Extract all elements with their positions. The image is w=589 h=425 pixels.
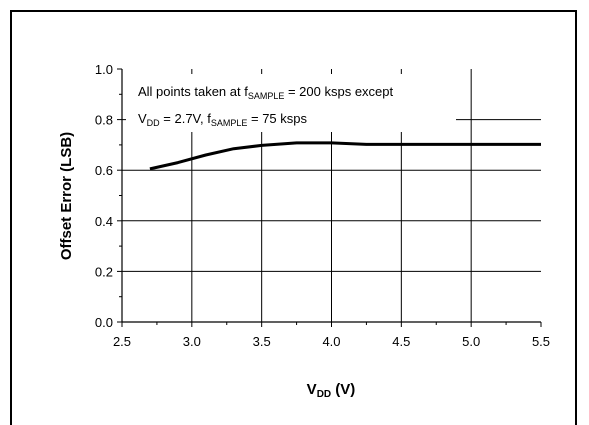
axes (117, 68, 542, 327)
series (149, 141, 541, 171)
x-tick-label: 3.0 (183, 334, 201, 349)
series-line (149, 141, 541, 171)
x-axis-title: VDD (V) (307, 381, 356, 400)
annotation-line-1: All points taken at fSAMPLE = 200 ksps e… (138, 84, 394, 101)
x-tick-label: 3.5 (253, 334, 271, 349)
y-tick-label: 0.8 (95, 113, 113, 128)
tick-labels: 2.5 3.0 3.5 4.0 4.5 5.0 5.5 0.0 0.2 0.4 0.6 0.8 1.0 (95, 62, 550, 349)
y-axis-title: Offset Error (LSB) (58, 132, 75, 260)
annotation-background (126, 74, 456, 132)
y-tick-label: 0.0 (95, 315, 113, 330)
y-tick-label: 1.0 (95, 62, 113, 77)
x-tick-label: 5.0 (462, 334, 480, 349)
annotation-box: All points taken at fSAMPLE = 200 ksps e… (126, 74, 456, 132)
x-tick-label: 4.5 (392, 334, 410, 349)
x-tick-label: 5.5 (532, 334, 550, 349)
y-tick-label: 0.4 (95, 214, 113, 229)
chart-frame (10, 10, 577, 425)
y-tick-label: 0.2 (95, 264, 113, 279)
x-tick-label: 4.0 (322, 334, 340, 349)
y-tick-label: 0.6 (95, 163, 113, 178)
x-tick-label: 2.5 (113, 334, 131, 349)
annotation-line-2: VDD = 2.7V, fSAMPLE = 75 ksps (138, 111, 308, 128)
